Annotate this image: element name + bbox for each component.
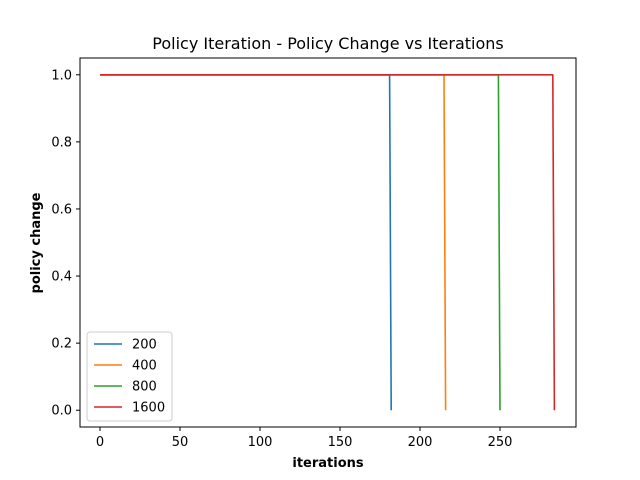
x-tick-label: 100 [248,435,273,450]
legend: 200 400 800 1600 [86,331,173,422]
y-axis: 0.0 0.2 0.4 0.6 0.8 1.0 [51,68,80,419]
y-tick-label: 0.8 [51,135,72,150]
x-tick-label: 250 [488,435,513,450]
legend-box [86,331,173,422]
y-tick-label: 1.0 [51,68,72,83]
y-tick-label: 0.2 [51,337,72,352]
y-tick-label: 0.4 [51,270,72,285]
x-tick-label: 200 [408,435,433,450]
axes-frame [79,57,577,428]
legend-label-1600: 1600 [132,401,165,416]
series-line-1600 [100,73,556,411]
x-tick-label: 0 [96,435,104,450]
y-axis-label: policy change [29,192,44,293]
x-axis: 0 50 100 150 200 250 [96,427,513,450]
legend-label-200: 200 [132,338,157,353]
y-tick-label: 0.0 [51,404,72,419]
legend-label-400: 400 [132,359,157,374]
y-tick-label: 0.6 [51,202,72,217]
plot-area [100,73,556,411]
x-axis-label: iterations [292,456,364,471]
chart-title: Policy Iteration - Policy Change vs Iter… [152,34,503,53]
legend-label-800: 800 [132,380,157,395]
x-tick-label: 50 [172,435,189,450]
x-tick-label: 150 [328,435,353,450]
